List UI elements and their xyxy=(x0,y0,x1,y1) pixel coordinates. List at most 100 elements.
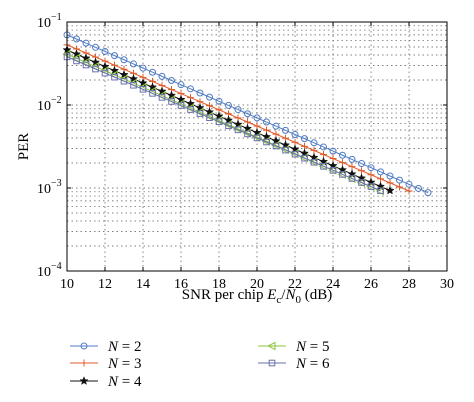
data-point xyxy=(139,64,147,72)
data-point xyxy=(92,65,99,73)
legend-item: N = 5 xyxy=(258,339,329,355)
data-point xyxy=(234,126,242,134)
data-point xyxy=(253,114,261,122)
data-point xyxy=(130,81,137,89)
data-point xyxy=(291,130,299,138)
legend-label: N = 5 xyxy=(295,339,329,355)
legend-item: N = 4 xyxy=(70,374,142,390)
data-point xyxy=(120,56,128,64)
data-point xyxy=(301,154,308,162)
data-point xyxy=(310,158,318,166)
data-point xyxy=(206,93,213,101)
data-point xyxy=(348,163,356,171)
data-point xyxy=(282,126,289,134)
x-tick-label: 26 xyxy=(364,277,378,292)
legend: N = 2N = 3 N = 4 N = 5N = 6 xyxy=(70,339,330,390)
series-2 xyxy=(63,31,432,197)
series-layer xyxy=(62,31,432,197)
data-point xyxy=(244,130,251,138)
legend-label: N = 4 xyxy=(107,374,142,390)
data-point xyxy=(139,85,147,93)
x-tick-label: 10 xyxy=(60,277,74,292)
data-point xyxy=(348,155,356,163)
data-point xyxy=(339,159,346,167)
data-point xyxy=(187,85,194,93)
data-point xyxy=(386,179,394,187)
legend-marker xyxy=(80,342,88,350)
data-point xyxy=(385,185,395,195)
data-point xyxy=(225,122,232,130)
legend-marker xyxy=(80,359,88,367)
data-point xyxy=(310,139,318,147)
data-point xyxy=(82,61,90,69)
data-point xyxy=(263,138,270,146)
data-point xyxy=(329,167,337,174)
data-point xyxy=(234,106,242,114)
data-point xyxy=(272,142,280,150)
data-point xyxy=(225,101,232,109)
data-point xyxy=(367,183,375,190)
data-point xyxy=(158,94,166,101)
data-point xyxy=(158,72,166,80)
x-tick-label: 30 xyxy=(440,277,454,292)
data-point xyxy=(377,175,384,183)
data-point xyxy=(177,81,185,89)
legend-marker xyxy=(79,376,89,385)
legend-marker xyxy=(267,341,276,351)
data-point xyxy=(168,77,175,85)
data-point xyxy=(272,122,280,130)
data-point xyxy=(244,110,251,118)
legend-item: N = 6 xyxy=(258,356,330,372)
legend-item: N = 3 xyxy=(70,356,141,372)
data-point xyxy=(358,179,365,186)
data-point xyxy=(396,183,403,191)
y-axis-label: PER xyxy=(16,133,32,161)
data-point xyxy=(348,175,356,182)
data-point xyxy=(187,106,194,113)
data-point xyxy=(377,168,384,176)
data-point xyxy=(263,118,270,126)
data-point xyxy=(329,147,337,155)
data-point xyxy=(320,162,327,170)
series-6 xyxy=(63,53,384,194)
data-point xyxy=(111,73,118,81)
data-point xyxy=(111,52,118,60)
data-point xyxy=(196,89,204,97)
data-point xyxy=(73,57,80,65)
x-tick-label: 16 xyxy=(174,277,188,292)
x-tick-label: 12 xyxy=(98,277,112,292)
data-point xyxy=(415,184,422,192)
data-point xyxy=(101,47,109,55)
data-point xyxy=(405,187,413,195)
x-tick-label: 20 xyxy=(250,277,264,292)
y-tick-label: 10−1 xyxy=(37,12,62,31)
data-point xyxy=(149,68,156,76)
data-point xyxy=(253,134,261,142)
data-point xyxy=(215,97,223,105)
x-tick-label: 28 xyxy=(402,277,416,292)
data-point xyxy=(206,114,213,121)
data-point xyxy=(120,77,128,85)
data-point xyxy=(367,164,375,172)
data-point xyxy=(196,110,204,117)
data-point xyxy=(329,155,337,163)
data-point xyxy=(386,172,394,180)
data-point xyxy=(396,176,403,184)
y-tick-label: 10−4 xyxy=(37,261,62,280)
legend-label: N = 3 xyxy=(107,356,141,372)
data-point xyxy=(215,118,223,126)
data-point xyxy=(291,150,299,158)
tick-labels: 10 12 14 16 18 20 22 24 26 28 30 10−1 10−2 10−3 10−4 xyxy=(37,12,454,292)
legend-label: N = 6 xyxy=(295,356,330,372)
data-point xyxy=(358,160,365,168)
data-point xyxy=(377,187,384,194)
data-point xyxy=(339,151,346,159)
legend-marker xyxy=(268,359,276,367)
legend-item: N = 2 xyxy=(70,339,141,355)
data-point xyxy=(261,131,272,141)
data-point xyxy=(339,171,346,178)
x-tick-label: 18 xyxy=(212,277,226,292)
data-point xyxy=(405,180,413,188)
data-point xyxy=(101,69,109,77)
